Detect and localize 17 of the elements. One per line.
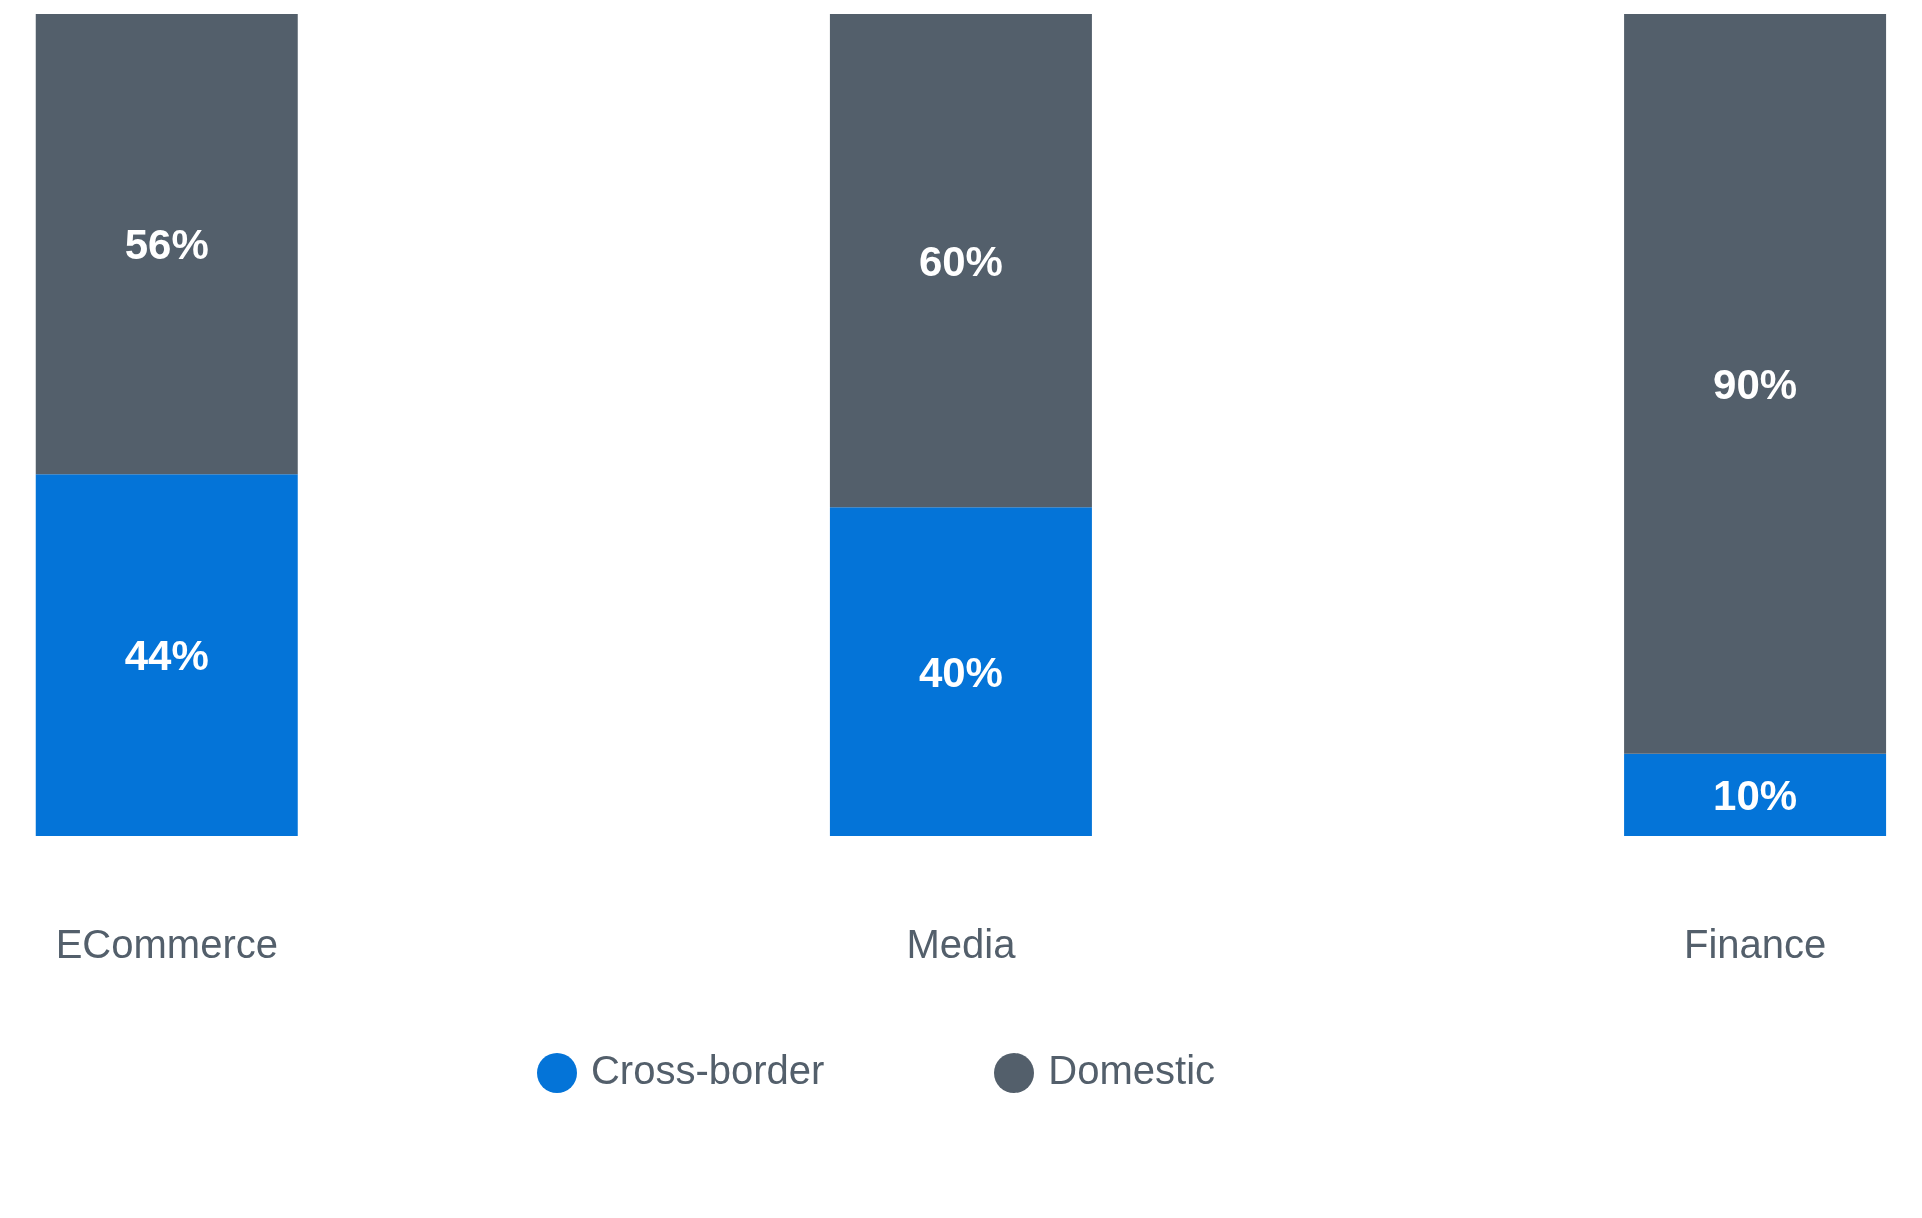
legend-label: Cross-border xyxy=(590,1048,825,1092)
bar xyxy=(35,474,298,836)
bar xyxy=(829,14,1092,508)
x-tick-label: Finance xyxy=(1684,922,1827,967)
data-label: 90% xyxy=(1713,360,1798,408)
bar xyxy=(829,507,1092,836)
bar xyxy=(1624,753,1887,836)
bar xyxy=(1624,14,1887,754)
data-label: 60% xyxy=(918,237,1003,285)
x-tick-label: Media xyxy=(906,922,1017,967)
x-tick-label: ECommerce xyxy=(55,922,278,967)
legend-label: Domestic xyxy=(1048,1048,1216,1092)
bar xyxy=(35,14,298,475)
data-label: 44% xyxy=(124,632,209,680)
data-label: 56% xyxy=(124,221,209,269)
data-label: 40% xyxy=(918,648,1003,696)
data-label: 10% xyxy=(1713,771,1798,819)
